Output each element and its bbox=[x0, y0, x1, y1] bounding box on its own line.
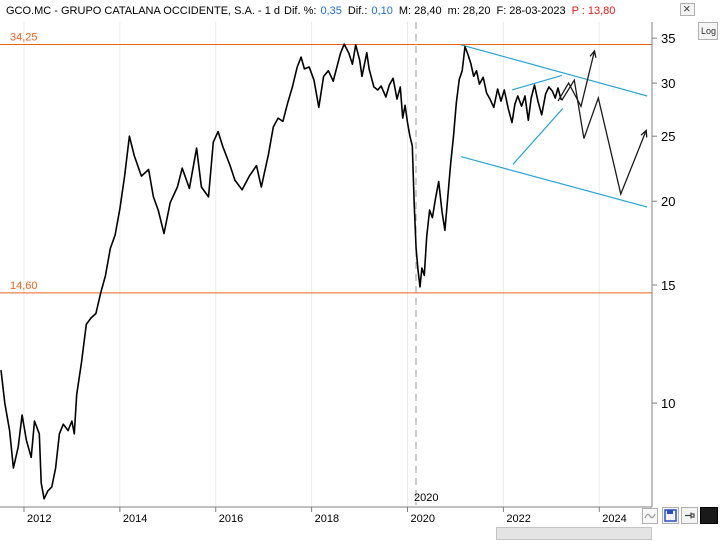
x-axis: 2012 2014 2016 2018 2020 2022 2024 bbox=[23, 507, 627, 525]
panel-toggle-button[interactable] bbox=[700, 507, 718, 524]
log-scale-label: Log bbox=[701, 26, 717, 36]
y-tick-label: 30 bbox=[661, 76, 675, 91]
header-dif-label: Dif.: bbox=[348, 5, 368, 17]
save-icon bbox=[664, 509, 677, 522]
projection-arrowhead bbox=[589, 49, 597, 58]
y-tick-label: 25 bbox=[661, 129, 675, 144]
header-min: m: 28,20 bbox=[448, 5, 491, 17]
channel-line bbox=[511, 74, 563, 91]
header-date: F: 28-03-2023 bbox=[496, 5, 565, 17]
channel-line bbox=[512, 108, 564, 165]
wave-icon bbox=[644, 513, 656, 519]
y-tick-label: 10 bbox=[661, 396, 675, 411]
projection-arrows bbox=[557, 49, 648, 197]
level-label: 14,60 bbox=[10, 280, 38, 292]
log-scale-button[interactable]: Log bbox=[698, 22, 718, 40]
header-dif-pct-value: 0,35 bbox=[320, 5, 341, 17]
x-tick-label: 2020 bbox=[411, 513, 435, 525]
x-tick-label: 2022 bbox=[506, 513, 530, 525]
header-max: M: 28,40 bbox=[399, 5, 442, 17]
x-tick-label: 2018 bbox=[315, 513, 339, 525]
projection-line bbox=[557, 50, 596, 109]
close-button[interactable]: × bbox=[680, 1, 695, 16]
header-symbol: GCO.MC - GRUPO CATALANA OCCIDENTE, S.A. … bbox=[6, 5, 280, 17]
close-icon: × bbox=[683, 1, 691, 16]
wave-mode-button[interactable] bbox=[642, 508, 658, 524]
save-button[interactable] bbox=[662, 507, 679, 524]
header-price: P : 13,80 bbox=[572, 5, 616, 17]
chart-header: GCO.MC - GRUPO CATALANA OCCIDENTE, S.A. … bbox=[6, 5, 615, 17]
level-label: 34,25 bbox=[10, 31, 38, 43]
price-series bbox=[0, 43, 564, 500]
horizontal-scrollbar[interactable] bbox=[496, 527, 652, 540]
pin-icon bbox=[685, 512, 695, 519]
projection-arrowhead bbox=[640, 129, 648, 138]
header-dif-value: 0,10 bbox=[371, 5, 392, 17]
x-tick-label: 2016 bbox=[219, 513, 243, 525]
price-line bbox=[0, 43, 564, 500]
header-dif-pct-label: Dif. %: bbox=[284, 5, 316, 17]
pin-button[interactable] bbox=[681, 507, 698, 524]
y-tick-label: 20 bbox=[661, 194, 675, 209]
x-tick-label: 2024 bbox=[602, 513, 626, 525]
y-axis: 35 30 25 20 15 10 bbox=[652, 31, 675, 411]
trend-channel bbox=[461, 44, 648, 208]
x-tick-label: 2012 bbox=[27, 513, 51, 525]
horizontal-levels: 34,25 14,60 bbox=[0, 31, 652, 294]
x-tick-label: 2014 bbox=[123, 513, 147, 525]
y-tick-label: 35 bbox=[661, 31, 675, 46]
channel-line bbox=[461, 156, 648, 208]
y-tick-label: 15 bbox=[661, 278, 675, 293]
header-bar bbox=[0, 0, 652, 20]
projection-line bbox=[561, 78, 647, 197]
channel-line bbox=[461, 44, 648, 97]
year-marker-label: 2020 bbox=[414, 492, 438, 504]
